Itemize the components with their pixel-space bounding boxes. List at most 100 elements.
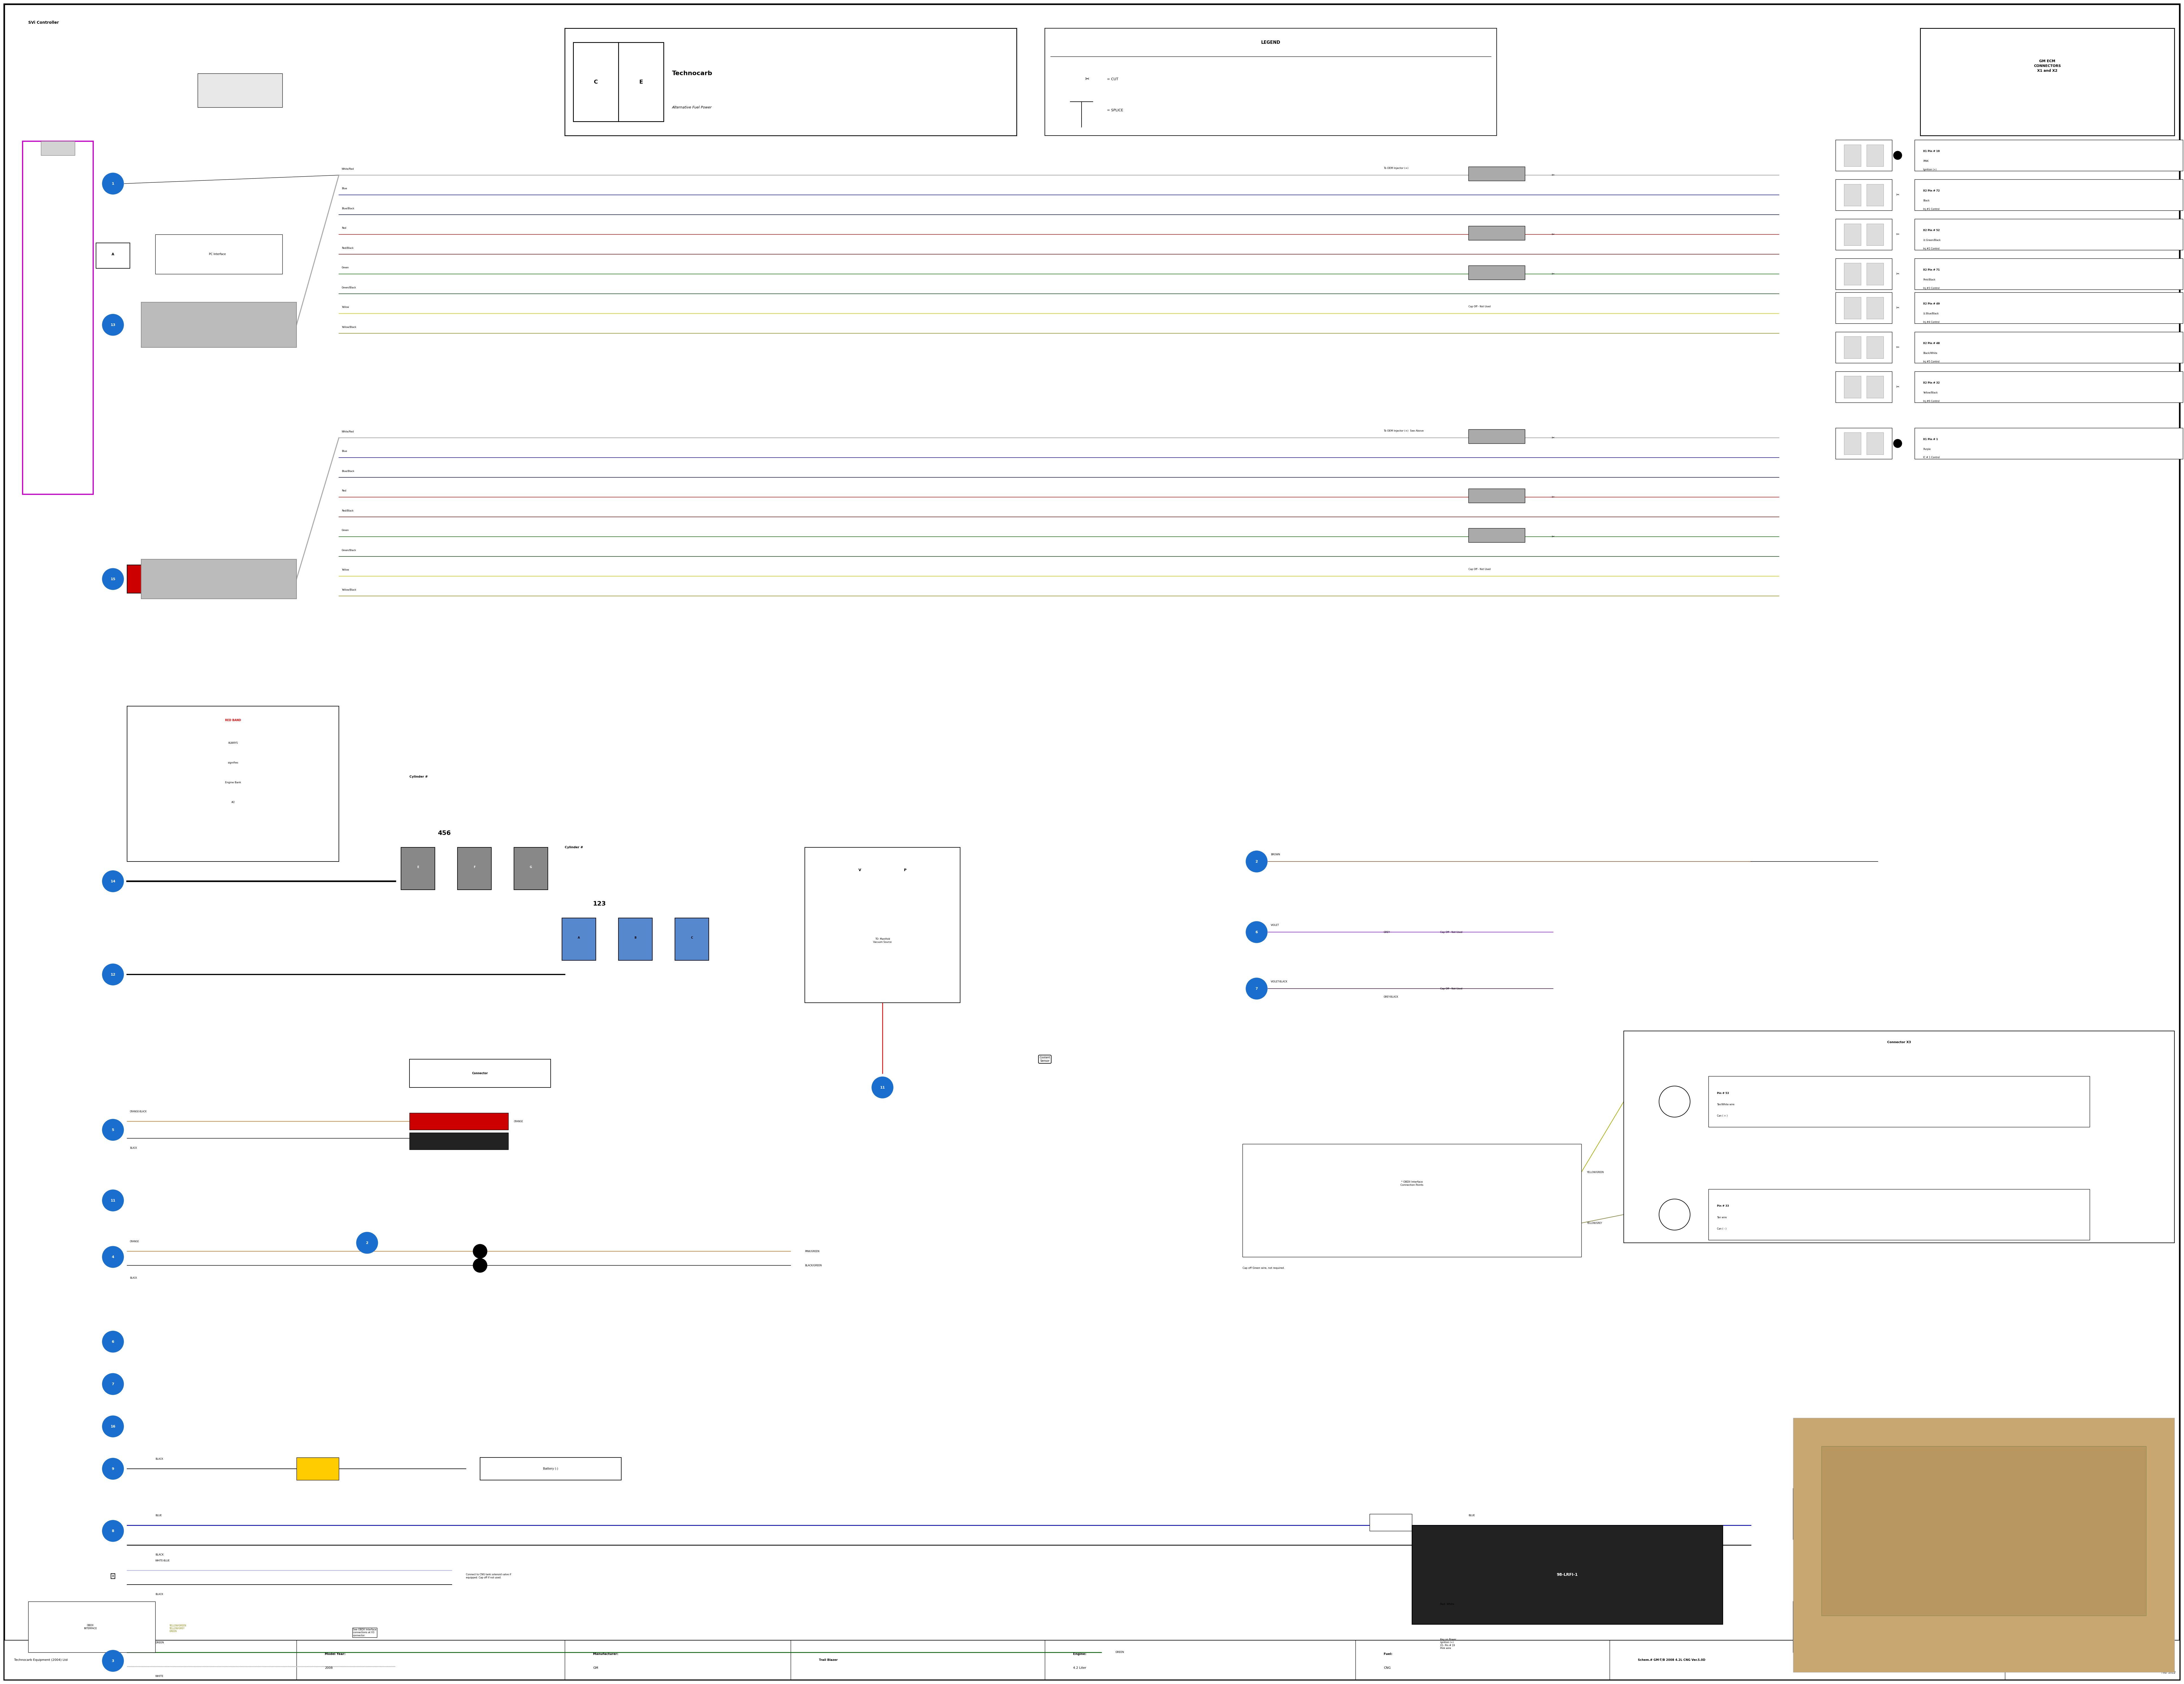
Text: 6: 6 (111, 1340, 114, 1344)
Bar (96, 242, 129, 268)
Circle shape (871, 1076, 893, 1098)
Bar (1623, 1031, 2175, 1243)
Text: ✂: ✂ (1551, 536, 1555, 539)
Bar (1835, 219, 1891, 249)
Text: 11: 11 (111, 1199, 116, 1202)
Text: ORANGE-BLACK: ORANGE-BLACK (129, 1110, 146, 1113)
Text: 5: 5 (111, 1128, 114, 1132)
Text: X1 Pin # 19: X1 Pin # 19 (1924, 150, 1939, 152)
Circle shape (103, 1416, 124, 1436)
Text: GREEN: GREEN (155, 1642, 164, 1644)
Text: Engine Bank: Engine Bank (225, 781, 240, 783)
Bar (1867, 184, 1883, 205)
Bar (1243, 1143, 1581, 1256)
Text: 7: 7 (1256, 987, 1258, 990)
Text: Feb. 2012: Feb. 2012 (2162, 1671, 2175, 1674)
Bar (480, 1457, 620, 1480)
Text: X2 Pin # 32: X2 Pin # 32 (1924, 382, 1939, 384)
Bar (1843, 263, 1861, 285)
Circle shape (1894, 440, 1902, 448)
Text: Fuel:: Fuel: (1385, 1652, 1393, 1655)
Text: Key on Power
Ignition (+)
X1- Pin # 19
Pink wire: Key on Power Ignition (+) X1- Pin # 19 P… (1439, 1639, 1457, 1650)
Bar (28, 1601, 155, 1652)
Text: BLUE: BLUE (1468, 1514, 1474, 1517)
Text: A: A (111, 253, 114, 256)
Text: Schem.# GM-T/B 2008 4.2L CNG Ver.5.0D: Schem.# GM-T/B 2008 4.2L CNG Ver.5.0D (1638, 1659, 1706, 1662)
Text: BLACK/GREEN: BLACK/GREEN (806, 1265, 821, 1266)
Text: Cap off Green wire, not required.: Cap off Green wire, not required. (1243, 1266, 1284, 1270)
Text: P: P (904, 869, 906, 872)
Bar (1867, 263, 1883, 285)
Text: VIOLET: VIOLET (1271, 925, 1280, 926)
Circle shape (103, 173, 124, 194)
Text: Cylinder #: Cylinder # (408, 775, 428, 778)
Bar (1835, 372, 1891, 402)
Text: Inj.#3 Control: Inj.#3 Control (1924, 286, 1939, 290)
Bar (408, 1133, 509, 1150)
Bar (1843, 296, 1861, 318)
Text: Green/Black: Green/Black (341, 286, 356, 288)
Text: Green/Black: Green/Black (341, 549, 356, 551)
Text: GREY-BLACK: GREY-BLACK (1385, 995, 1398, 999)
Text: VIOLET-BLACK: VIOLET-BLACK (1271, 980, 1289, 983)
Text: Black/White: Black/White (1924, 352, 1937, 354)
Bar (1915, 140, 2182, 170)
Text: Blue: Blue (341, 187, 347, 190)
Text: Inj.#2 Control: Inj.#2 Control (1924, 248, 1939, 249)
Text: Yellow/Black: Yellow/Black (1924, 391, 1937, 394)
Text: C: C (594, 79, 598, 84)
Circle shape (103, 1521, 124, 1541)
Bar (566, 29, 1016, 136)
Bar (1468, 226, 1524, 241)
Bar (513, 847, 548, 889)
Bar (1468, 167, 1524, 180)
Text: SVi Controller: SVi Controller (28, 20, 59, 25)
Text: Model Year:: Model Year: (325, 1652, 345, 1655)
Text: 4.2 Liter: 4.2 Liter (1072, 1667, 1085, 1669)
Text: 456: 456 (437, 830, 450, 835)
Bar (1915, 332, 2182, 364)
Text: OBDII
INTERFACE: OBDII INTERFACE (83, 1623, 96, 1630)
Text: X2 Pin # 72: X2 Pin # 72 (1924, 189, 1939, 192)
Text: LEGEND: LEGEND (1260, 40, 1280, 44)
Text: E: E (640, 79, 642, 84)
Text: Connect to CNG tank solenoid valve if
equipped. Cap off if not used.: Connect to CNG tank solenoid valve if eq… (465, 1573, 511, 1580)
Text: 2008: 2008 (325, 1667, 332, 1669)
Text: YELLOW/GREY: YELLOW/GREY (1588, 1223, 1603, 1224)
Text: Tan/White wire: Tan/White wire (1717, 1103, 1734, 1106)
Text: X2 Pin # 71: X2 Pin # 71 (1924, 268, 1939, 271)
Circle shape (1245, 978, 1267, 999)
Bar (4, 1640, 2180, 1679)
Text: TO: Manifold
Vacuum Source: TO: Manifold Vacuum Source (874, 938, 891, 943)
Text: Connector: Connector (472, 1073, 487, 1074)
Text: GREY: GREY (1385, 931, 1389, 933)
Circle shape (474, 1258, 487, 1273)
Circle shape (103, 1372, 124, 1394)
Circle shape (103, 1189, 124, 1211)
Text: ✂: ✂ (1896, 386, 1900, 389)
Text: CNG: CNG (1385, 1667, 1391, 1669)
Text: Yellow/Black: Yellow/Black (341, 325, 356, 328)
Text: WHITE: WHITE (155, 1676, 164, 1677)
Bar (1468, 429, 1524, 443)
Text: PINK: PINK (1924, 160, 1928, 162)
Text: Black: Black (1924, 199, 1928, 202)
Bar (1411, 1526, 1723, 1623)
Bar (1915, 219, 2182, 249)
Text: #2: #2 (232, 802, 236, 803)
Circle shape (103, 871, 124, 893)
Circle shape (103, 1120, 124, 1140)
Text: YELLOW/GREEN
YELLOW/GREY
GREEN: YELLOW/GREEN YELLOW/GREY GREEN (170, 1623, 186, 1632)
Circle shape (103, 1246, 124, 1268)
Bar (1708, 1076, 2090, 1127)
Text: Purple: Purple (1924, 448, 1931, 450)
Text: 2: 2 (1256, 859, 1258, 864)
Text: X2 Pin # 49: X2 Pin # 49 (1924, 303, 1939, 305)
Text: Yellow: Yellow (341, 569, 349, 571)
Text: Engine:: Engine: (1072, 1652, 1085, 1655)
Text: WHITE-BLUE: WHITE-BLUE (155, 1559, 170, 1563)
Bar (1915, 258, 2182, 290)
Bar (1915, 293, 2182, 323)
Text: 7: 7 (111, 1383, 114, 1386)
Bar (1867, 433, 1883, 455)
